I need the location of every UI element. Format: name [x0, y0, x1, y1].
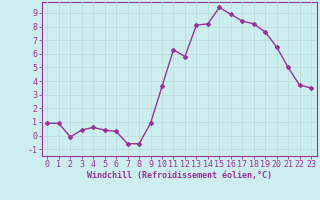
X-axis label: Windchill (Refroidissement éolien,°C): Windchill (Refroidissement éolien,°C) [87, 171, 272, 180]
